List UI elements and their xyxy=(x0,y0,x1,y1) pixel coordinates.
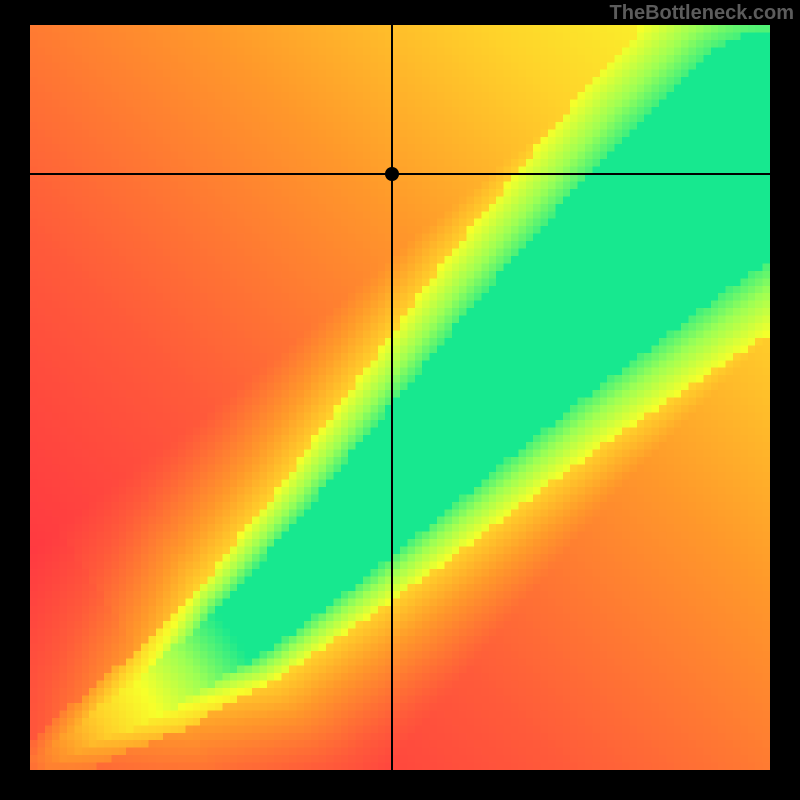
crosshair-point xyxy=(385,167,399,181)
crosshair-horizontal xyxy=(30,173,770,175)
chart-container: TheBottleneck.com xyxy=(0,0,800,800)
heatmap-canvas xyxy=(30,25,770,770)
plot-area xyxy=(30,25,770,770)
crosshair-vertical xyxy=(391,25,393,770)
watermark-text: TheBottleneck.com xyxy=(610,0,800,25)
